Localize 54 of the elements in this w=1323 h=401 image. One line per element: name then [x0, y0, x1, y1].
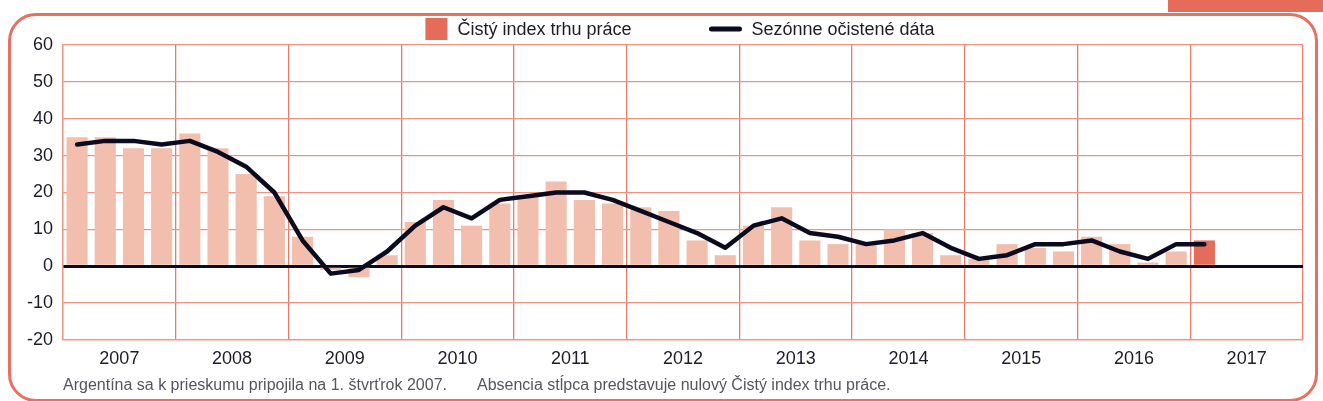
- bar: [601, 203, 624, 265]
- x-tick-label: 2011: [550, 347, 590, 368]
- x-tick-label: 2016: [1113, 347, 1154, 368]
- y-tick-label: -10: [26, 292, 53, 313]
- y-tick-label: 50: [32, 70, 53, 91]
- bar: [742, 225, 765, 265]
- text: Argentína sa k prieskumu pripojila na 1. štvrťrok 2007.: [63, 376, 447, 394]
- bar: [461, 225, 483, 265]
- y-tick-label: 0: [42, 255, 53, 276]
- x-tick-label: 2012: [662, 347, 704, 368]
- y-tick-label: 30: [32, 144, 53, 165]
- bar: [235, 174, 257, 265]
- bar: [66, 137, 88, 265]
- bar: [207, 148, 229, 265]
- bar: [855, 244, 877, 265]
- bar: [573, 199, 595, 265]
- bar: [658, 210, 680, 265]
- bar: [799, 240, 821, 265]
- y-tick-label: 40: [32, 107, 53, 128]
- bar: [263, 196, 285, 265]
- bar: [1024, 247, 1046, 265]
- bar: [686, 240, 708, 265]
- x-tick-label: 2017: [1226, 347, 1267, 368]
- bar: [432, 199, 455, 265]
- bar: [1165, 251, 1187, 265]
- bar: [827, 244, 849, 265]
- bar: [122, 148, 145, 265]
- bar: [151, 148, 173, 265]
- x-tick-label: 2008: [212, 347, 253, 368]
- bar: [771, 207, 793, 265]
- x-tick-label: 2014: [888, 347, 929, 368]
- bar: [489, 203, 511, 265]
- bar: [714, 255, 736, 265]
- y-tick-label: 10: [32, 218, 53, 239]
- bar: [630, 207, 652, 265]
- legend-label: Čistý index trhu práce: [457, 17, 632, 39]
- x-tick-label: 2007: [99, 347, 140, 368]
- legend-label: Sezónne očistené dáta: [751, 18, 936, 39]
- y-tick-label: 60: [32, 33, 53, 54]
- bar: [1052, 251, 1075, 265]
- y-tick-label: -20: [26, 328, 53, 349]
- x-tick-label: 2015: [1001, 347, 1042, 368]
- bar: [1193, 240, 1215, 265]
- x-tick-label: 2010: [437, 347, 478, 368]
- bar: [94, 137, 116, 265]
- y-tick-label: 20: [32, 181, 53, 202]
- text: Absencia stĺpca predstavuje nulový Čistý index trhu práce.: [476, 375, 891, 394]
- x-tick-label: 2013: [775, 347, 816, 368]
- bar: [179, 133, 201, 265]
- bar: [545, 181, 567, 265]
- bar: [940, 255, 962, 265]
- bar: [1137, 262, 1159, 265]
- x-tick-label: 2009: [324, 347, 365, 368]
- bar: [517, 196, 539, 265]
